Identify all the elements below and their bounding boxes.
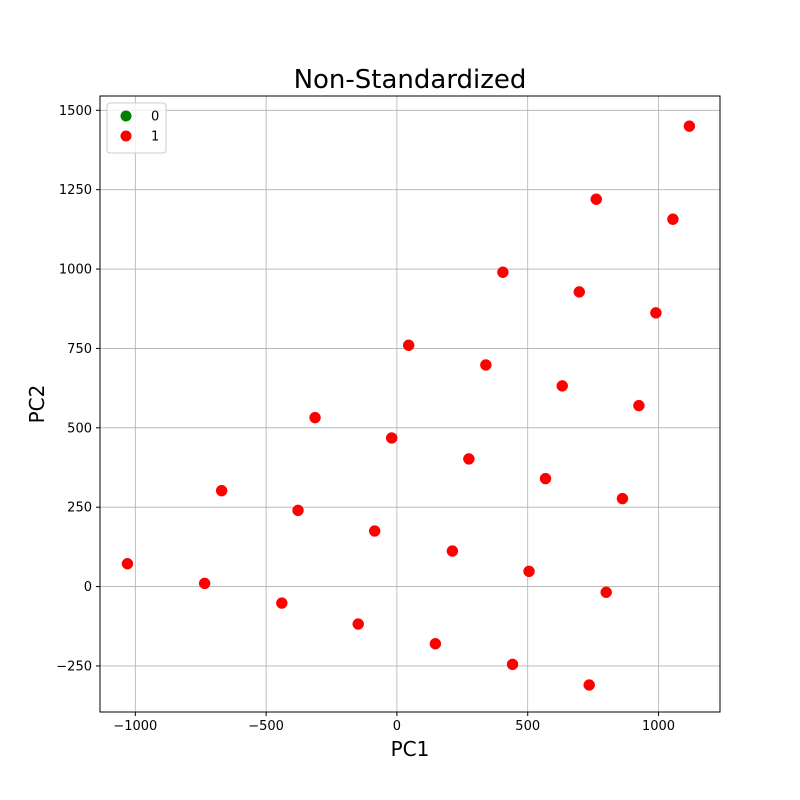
legend: 01 [106,102,167,154]
data-point [385,432,398,444]
legend-marker [120,130,132,142]
y-tick-label: 1500 [59,104,92,119]
data-point [446,545,459,557]
legend-marker [120,110,132,122]
data-point [506,658,519,671]
data-point [573,286,586,298]
data-point [497,266,509,278]
data-point [276,597,288,609]
x-tick-label: 0 [393,719,401,734]
data-point [368,525,381,537]
y-axis-label: PC2 [25,385,49,424]
data-point [600,586,612,599]
data-point [590,193,603,205]
data-point [352,618,364,630]
y-tick-label: 1000 [59,263,92,278]
chart-title: Non-Standardized [294,65,527,95]
x-tick-label: 500 [515,719,540,734]
data-point [121,557,134,570]
data-point [667,213,679,225]
x-tick-label: −1000 [113,719,157,734]
data-point [616,492,629,505]
y-tick-label: 1250 [59,183,92,198]
data-point [402,339,415,352]
data-point [309,411,321,424]
y-tick-label: 0 [84,580,92,595]
data-point [463,453,475,465]
legend-label: 1 [151,130,159,145]
y-tick-label: 750 [67,342,92,357]
data-point [523,565,535,578]
plot-frame [99,95,721,713]
data-point [650,307,662,319]
data-point [215,484,228,497]
legend-label: 0 [151,110,159,125]
y-tick-label: −250 [56,659,92,674]
data-point [583,679,595,691]
x-tick-label: −500 [248,719,284,734]
data-point [633,399,645,412]
data-points [121,120,696,691]
data-point [539,472,552,485]
data-point [480,359,492,371]
x-tick-label: 1000 [642,719,675,734]
data-point [198,577,211,590]
y-tick-label: 500 [67,421,92,436]
data-point [429,637,442,650]
data-point [683,120,696,132]
data-point [556,380,569,392]
data-point [292,504,304,517]
y-tick-label: 250 [67,501,92,516]
x-axis-label: PC1 [391,737,430,761]
axis-ticks: −1000 −500 0 500 1000 −250 0 250 500 750 1000 1250 1… [56,104,675,734]
